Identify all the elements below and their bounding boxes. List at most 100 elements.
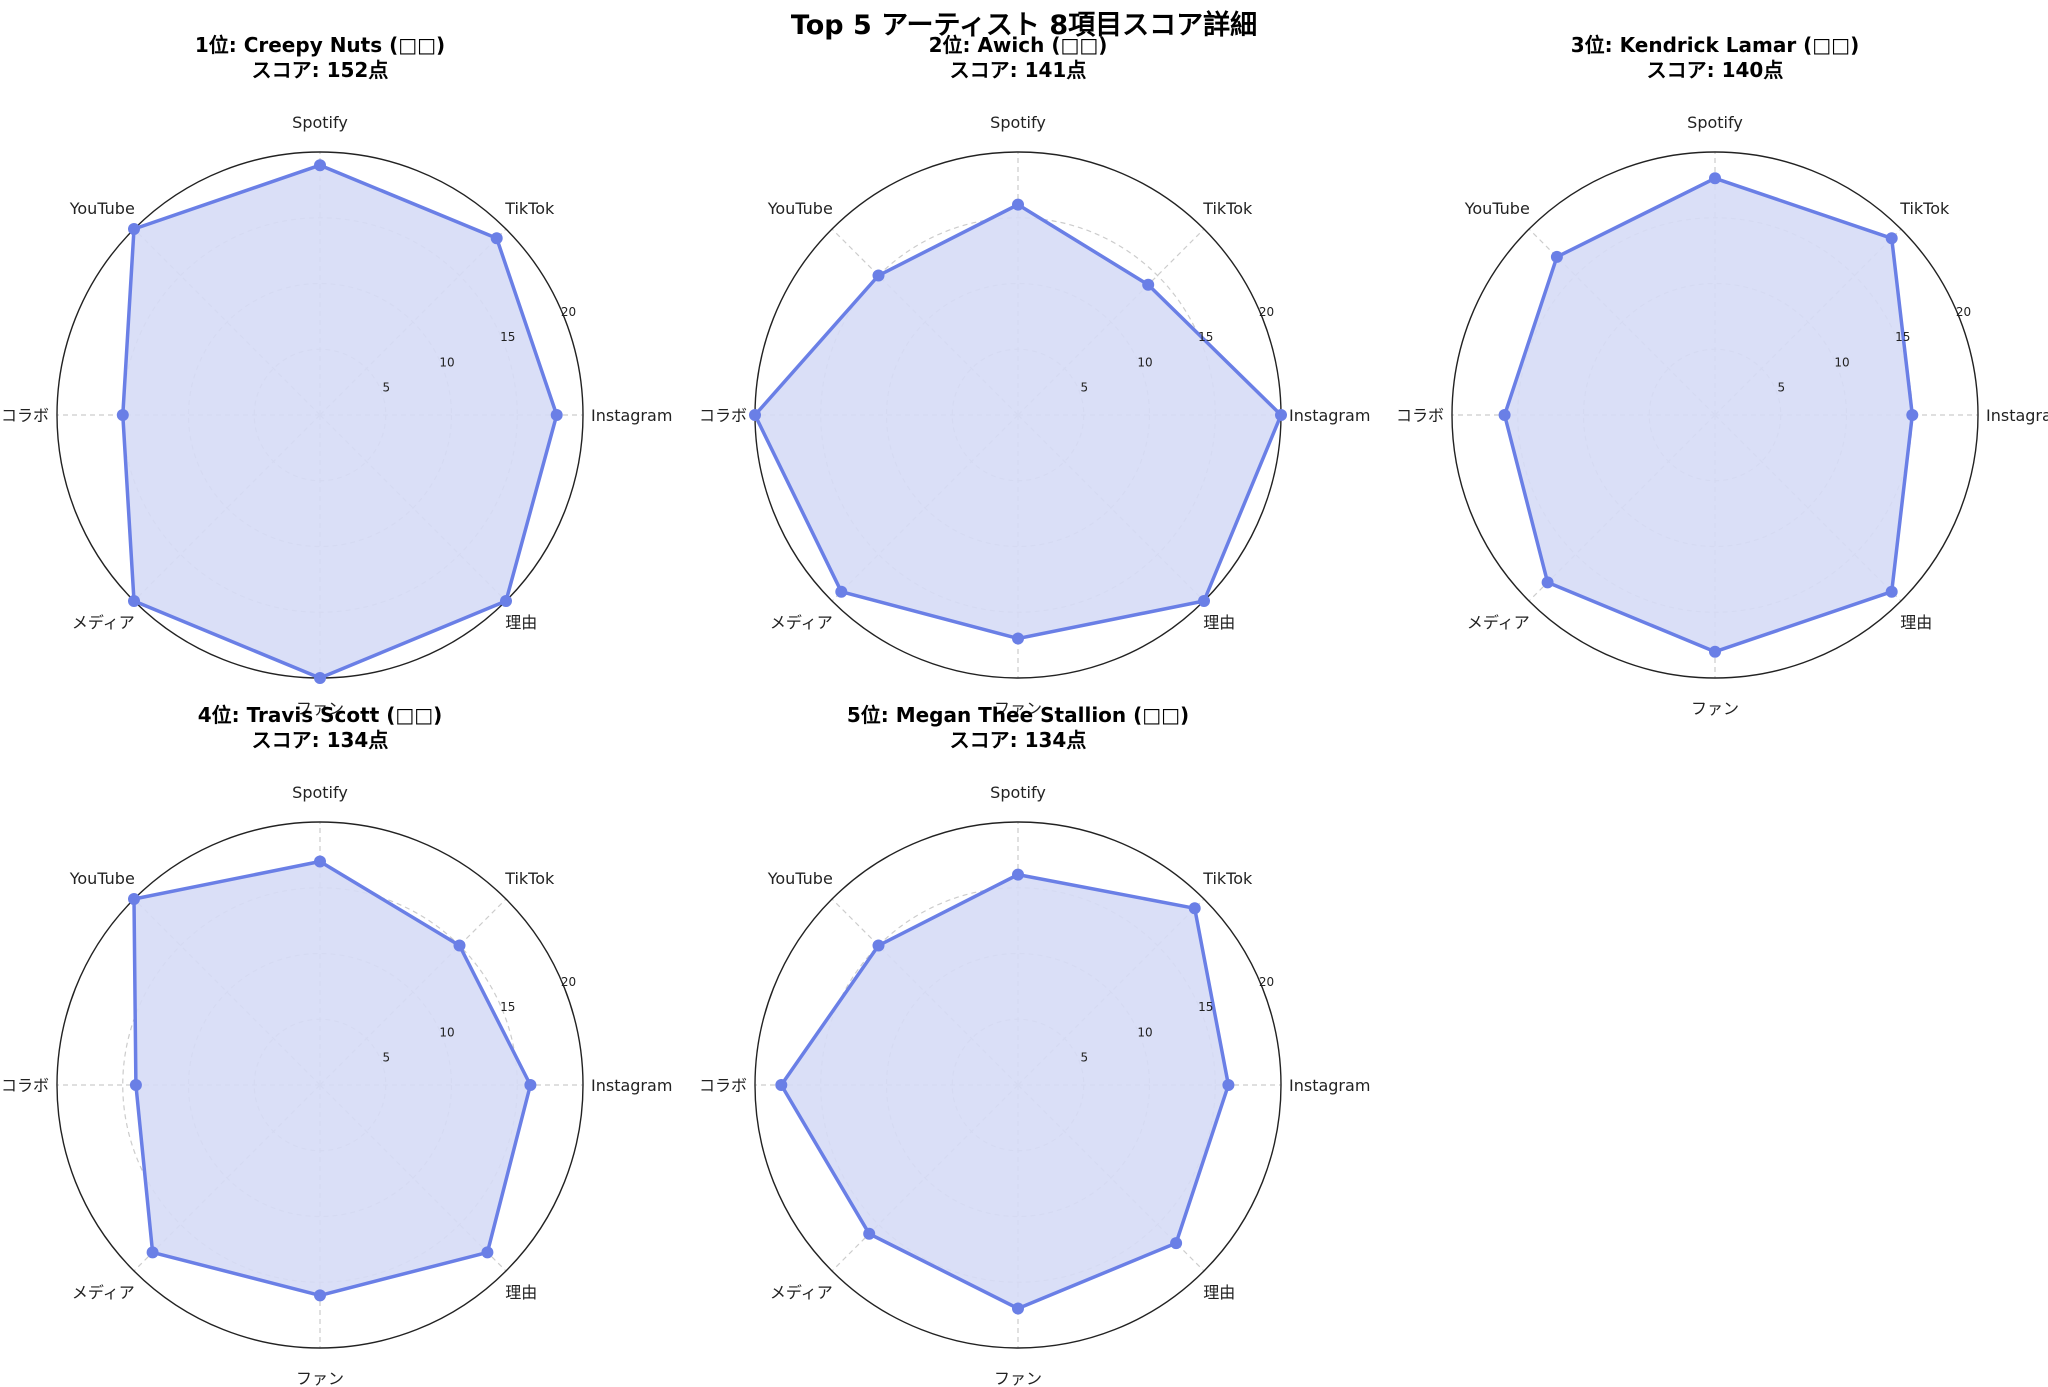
axis-label: メディア [72, 613, 135, 632]
data-point [1012, 198, 1024, 211]
axis-label: コラボ [1, 1076, 49, 1095]
radial-tick-label: 20 [1259, 975, 1274, 989]
radial-tick-label: 15 [500, 1000, 515, 1014]
axis-label: メディア [1467, 613, 1530, 632]
data-point [1709, 645, 1721, 658]
data-point [1012, 1302, 1024, 1315]
axis-label: TikTok [504, 869, 555, 888]
radar-chart-3: 5 10 15 20 Instagram TikTok Spotify YouTube コラボメ… [1396, 33, 2048, 718]
data-point [453, 939, 466, 952]
axis-label: ファン [1691, 699, 1739, 718]
data-point [500, 595, 512, 607]
radial-tick-label: 10 [1137, 1025, 1152, 1039]
axis-label: コラボ [1, 406, 49, 425]
axis-label: TikTok [1202, 199, 1253, 218]
axis-label: Instagram [591, 406, 672, 425]
radial-tick-label: 10 [439, 355, 454, 369]
grid-spoke [319, 898, 507, 1086]
series-area [753, 202, 1283, 641]
data-point [1170, 1237, 1183, 1250]
data-point [1142, 278, 1155, 291]
radial-tick-label: 10 [1137, 355, 1152, 369]
data-point [872, 269, 885, 282]
radial-tick-label: 5 [1777, 381, 1785, 395]
chart-title: 1位: Creepy Nuts (□□) [195, 33, 445, 57]
series-area [1502, 176, 1915, 654]
axis-label: Spotify [990, 113, 1046, 132]
axis-label: TikTok [504, 199, 555, 218]
data-point [490, 232, 503, 245]
data-point [314, 855, 326, 868]
axis-label: YouTube [767, 199, 833, 218]
axis-label: TikTok [1899, 199, 1950, 218]
radial-tick-label: 20 [561, 305, 576, 319]
axis-label: YouTube [69, 199, 135, 218]
data-point [524, 1079, 537, 1091]
data-point [550, 409, 563, 421]
radar-chart-2: 5 10 15 20 Instagram TikTok Spotify YouTube コラボメ… [699, 33, 1370, 718]
data-point [314, 1289, 326, 1302]
radial-tick-label: 20 [561, 975, 576, 989]
data-point [749, 409, 761, 421]
data-point [1885, 585, 1898, 598]
chart-title: 4位: Travis Scott (□□) [198, 703, 443, 727]
radial-tick-label: 15 [500, 330, 515, 344]
axis-label: Spotify [292, 783, 348, 802]
data-point [1709, 172, 1721, 185]
chart-score: スコア: 134点 [950, 728, 1087, 752]
grid-spoke [831, 898, 1019, 1086]
chart-score: スコア: 140点 [1647, 58, 1784, 82]
data-point [1012, 632, 1024, 645]
data-point [1550, 250, 1563, 263]
radial-tick-label: 15 [1198, 1000, 1213, 1014]
axis-label: YouTube [1464, 199, 1530, 218]
chart-score: スコア: 134点 [252, 728, 389, 752]
radar-chart-5: 5 10 15 20 Instagram TikTok Spotify YouTube コラボメ… [699, 703, 1370, 1387]
polar-frame [1451, 151, 1979, 679]
series-area [121, 163, 559, 680]
chart-title: 3位: Kendrick Lamar (□□) [1571, 33, 1859, 57]
axis-label: コラボ [699, 406, 747, 425]
axis-label: メディア [770, 613, 833, 632]
radial-tick-label: 5 [382, 1051, 390, 1065]
axis-label: 理由 [1203, 613, 1235, 632]
radar-chart-4: 5 10 15 20 Instagram TikTok Spotify YouTube コラボメ… [1, 703, 672, 1387]
axis-label: Instagram [1289, 406, 1370, 425]
data-point [1906, 409, 1919, 421]
axis-label: 理由 [1203, 1283, 1235, 1302]
data-point [481, 1246, 494, 1259]
data-point [775, 1079, 788, 1091]
data-point [1198, 595, 1210, 607]
radial-tick-label: 10 [439, 1025, 454, 1039]
axis-label: Spotify [292, 113, 348, 132]
data-point [128, 223, 140, 235]
grid-spoke [1017, 228, 1205, 416]
axis-label: メディア [770, 1283, 833, 1302]
axis-label: 理由 [505, 613, 537, 632]
axis-label: Spotify [990, 783, 1046, 802]
axis-label: TikTok [1202, 869, 1253, 888]
chart-title: 5位: Megan Thee Stallion (□□) [847, 703, 1189, 727]
data-point [1188, 902, 1201, 915]
grid-spoke [831, 1084, 1019, 1272]
data-point [1498, 409, 1511, 421]
data-point [863, 1227, 876, 1240]
axis-label: ファン [296, 1369, 344, 1387]
radial-tick-label: 5 [1080, 1051, 1088, 1065]
axis-label: ファン [296, 699, 344, 718]
data-point [872, 939, 885, 952]
data-point [146, 1246, 159, 1259]
radial-tick-label: 15 [1895, 330, 1910, 344]
axis-label: Instagram [1289, 1076, 1370, 1095]
data-point [314, 672, 326, 684]
data-point [1275, 409, 1287, 421]
data-point [129, 1079, 142, 1091]
axis-label: コラボ [699, 1076, 747, 1095]
radial-tick-label: 15 [1198, 330, 1213, 344]
axis-label: Instagram [591, 1076, 672, 1095]
data-point [1222, 1079, 1235, 1091]
data-point [1541, 576, 1554, 589]
data-point [1012, 868, 1024, 881]
radar-chart-1: 5 10 15 20 Instagram TikTok Spotify YouTube コラボメ… [1, 33, 672, 718]
